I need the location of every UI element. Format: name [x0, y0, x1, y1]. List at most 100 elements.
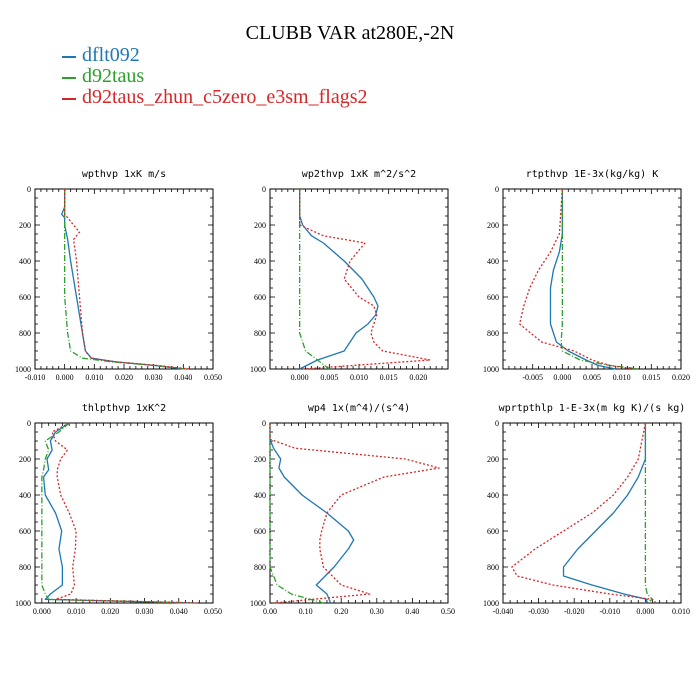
x-tick-label: 0.010	[85, 373, 103, 382]
series-line-d92taus	[41, 422, 196, 604]
series-line-d92taus_zhun_c5zero_e3sm_flags2	[518, 188, 634, 370]
y-tick-label: 1000	[15, 599, 31, 608]
x-tick-label: 0.015	[380, 373, 398, 382]
x-tick-label: 0.20	[334, 607, 348, 616]
x-tick-label: 0.030	[145, 373, 163, 382]
y-tick-label: 600	[254, 527, 266, 536]
legend-label-d92taus-zhun: d92taus_zhun_c5zero_e3sm_flags2	[82, 86, 368, 108]
x-tick-label: 0.050	[204, 607, 222, 616]
x-tick-label: 0.010	[67, 607, 85, 616]
y-tick-label: 1000	[483, 365, 499, 374]
y-tick-label: 800	[254, 563, 266, 572]
x-tick-label: 0.50	[441, 607, 455, 616]
y-tick-label: 200	[254, 221, 266, 230]
y-tick-label: 600	[487, 527, 499, 536]
x-tick-label: 0.020	[409, 373, 427, 382]
y-tick-label: 400	[254, 491, 266, 500]
y-tick-label: 800	[19, 329, 31, 338]
x-tick-label: 0.005	[583, 373, 601, 382]
x-tick-label: 0.40	[405, 607, 419, 616]
y-tick-label: 800	[487, 329, 499, 338]
x-tick-label: -0.030	[528, 607, 549, 616]
series-line-d92taus_zhun_c5zero_e3sm_flags2	[64, 189, 190, 370]
y-tick-label: 200	[254, 455, 266, 464]
y-tick-label: 400	[19, 257, 31, 266]
plot-frame	[269, 422, 449, 604]
y-tick-label: 600	[19, 293, 31, 302]
y-tick-label: 400	[487, 257, 499, 266]
x-tick-label: -0.020	[564, 607, 585, 616]
x-tick-label: 0.010	[350, 373, 368, 382]
series-line-d92taus	[64, 189, 187, 370]
chart-1: wpthvp 1xK m/s -0.010 0.000 0.010 0.020 0.030…	[15, 169, 222, 382]
series-line-dflt092	[269, 423, 355, 604]
y-tick-label: 800	[254, 329, 266, 338]
x-tick-label: 0.040	[174, 373, 192, 382]
series-line-dflt092	[61, 189, 184, 370]
series-line-d92taus_zhun_c5zero_e3sm_flags2	[299, 189, 431, 370]
chart-5: wp4 1x(m^4)/(s^4) 0.00 0.10 0.20 0.30 0.40 0.5…	[250, 403, 455, 616]
y-tick-label: 800	[19, 563, 31, 572]
series-line-dflt092	[549, 189, 616, 370]
legend-swatch-d92taus-zhun	[62, 98, 76, 100]
y-tick-label: 200	[19, 455, 31, 464]
chart-title: rtpthvp 1E-3x(kg/kg) K	[526, 169, 658, 180]
figure-title: CLUBB VAR at280E,-2N	[245, 22, 455, 44]
y-tick-label: 600	[487, 293, 499, 302]
y-tick-label: 800	[487, 563, 499, 572]
series-line-d92taus_zhun_c5zero_e3sm_flags2	[51, 422, 200, 604]
plot-frame	[269, 188, 449, 370]
y-tick-label: 0	[262, 419, 266, 428]
y-tick-label: 0	[27, 185, 31, 194]
chart-title: wprtpthlp 1-E-3x(m kg K)/(s kg)	[499, 403, 686, 414]
series-line-dflt092	[562, 423, 648, 604]
series-line-d92taus	[560, 189, 640, 370]
plot-frame	[34, 188, 214, 370]
x-tick-label: 0.00	[263, 607, 277, 616]
x-tick-label: 0.000	[33, 607, 51, 616]
y-tick-label: 200	[487, 455, 499, 464]
series-line-d92taus_zhun_c5zero_e3sm_flags2	[269, 423, 440, 604]
y-tick-label: 200	[19, 221, 31, 230]
chart-6: wprtpthlp 1-E-3x(m kg K)/(s kg) -0.040 -0.…	[483, 403, 690, 616]
x-tick-label: -0.010	[599, 607, 620, 616]
x-tick-label: 0.010	[613, 373, 631, 382]
chart-title: thlpthvp 1xK^2	[82, 403, 166, 414]
x-tick-label: 0.000	[291, 373, 309, 382]
legend-swatch-d92taus	[62, 77, 76, 79]
x-tick-label: 0.040	[170, 607, 188, 616]
plot-frame	[502, 188, 682, 370]
series-line-d92taus	[269, 423, 324, 604]
x-tick-label: 0.020	[672, 373, 690, 382]
y-tick-label: 1000	[483, 599, 499, 608]
y-tick-label: 400	[254, 257, 266, 266]
chart-4: thlpthvp 1xK^2 0.000 0.010 0.020 0.030 0.040 0…	[15, 403, 222, 616]
chart-2: wp2thvp 1xK m^2/s^2 0.000 0.005 0.010 0.015 0…	[250, 169, 449, 382]
y-tick-label: 0	[27, 419, 31, 428]
x-tick-label: -0.010	[25, 373, 46, 382]
legend-label-d92taus: d92taus	[82, 65, 145, 87]
legend-swatch-dflt092	[62, 56, 76, 58]
y-tick-label: 1000	[250, 365, 266, 374]
chart-3: rtpthvp 1E-3x(kg/kg) K -0.005 0.000 0.005 0.…	[483, 169, 690, 382]
x-tick-label: 0.000	[553, 373, 571, 382]
x-tick-label: 0.010	[672, 607, 690, 616]
series-line-d92taus	[299, 189, 330, 370]
y-tick-label: 1000	[250, 599, 266, 608]
y-tick-label: 400	[19, 491, 31, 500]
x-tick-label: 0.005	[320, 373, 338, 382]
y-tick-label: 600	[254, 293, 266, 302]
chart-title: wpthvp 1xK m/s	[82, 169, 166, 180]
legend-label-dflt092: dflt092	[82, 44, 140, 66]
x-tick-label: 0.10	[299, 607, 313, 616]
y-tick-label: 0	[262, 185, 266, 194]
x-tick-label: 0.000	[56, 373, 74, 382]
y-tick-label: 0	[495, 185, 499, 194]
series-line-d92taus	[644, 423, 654, 604]
x-tick-label: 0.050	[204, 373, 222, 382]
x-tick-label: -0.040	[493, 607, 514, 616]
chart-title: wp4 1x(m^4)/(s^4)	[308, 403, 410, 414]
y-tick-label: 600	[19, 527, 31, 536]
y-tick-label: 1000	[15, 365, 31, 374]
y-tick-label: 0	[495, 419, 499, 428]
